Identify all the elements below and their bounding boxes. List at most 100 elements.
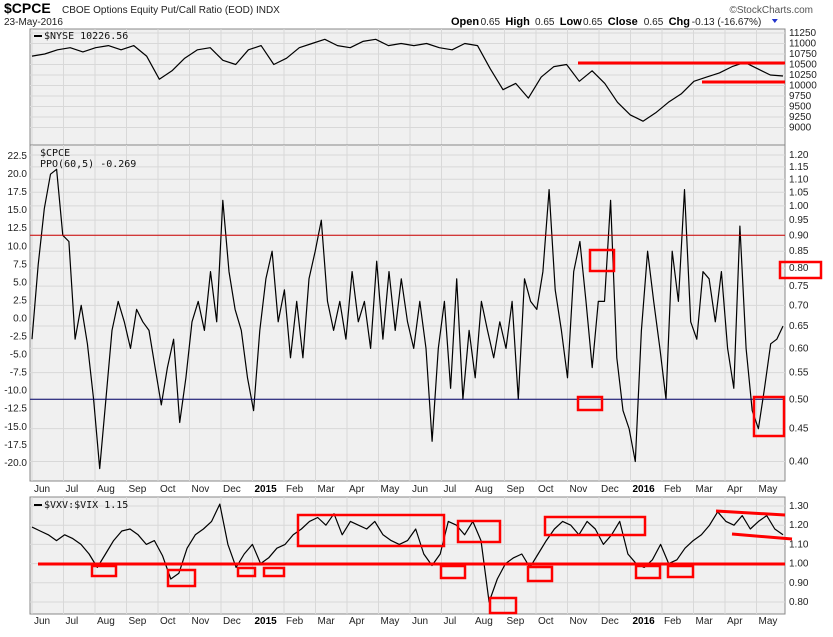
ohlc-label: High — [505, 16, 530, 28]
chart-date: 23-May-2016 — [4, 17, 63, 28]
vxv-vix-y-tick-label: 0.90 — [789, 578, 809, 589]
nyse-y-tick-label: 9500 — [789, 102, 812, 113]
x-tick-label: Apr — [727, 484, 743, 495]
x-tick-label: Jun — [34, 484, 50, 495]
x-tick-label: May — [381, 484, 400, 495]
ppo-y-tick-label: 10.0 — [8, 241, 28, 252]
vxv-vix-y-tick-label: 1.00 — [789, 559, 809, 570]
x-tick-label: Dec — [601, 616, 619, 627]
x-tick-label: Dec — [223, 484, 241, 495]
ppo-y-tick-label: -5.0 — [10, 350, 28, 361]
ppo-y-tick-label: 15.0 — [8, 205, 28, 216]
nyse-y-tick-label: 11250 — [789, 28, 817, 39]
ohlc-readout: Open 0.65 High 0.65 Low 0.65 Close 0.65 Chg -0.13… — [451, 16, 778, 28]
x-tick-label: Dec — [601, 484, 619, 495]
annotation-box — [236, 566, 257, 578]
cpce-y-tick-label: 1.10 — [789, 174, 809, 185]
x-tick-label: Apr — [727, 616, 743, 627]
ohlc-label: Low — [560, 16, 582, 28]
annotation-line — [731, 532, 793, 541]
x-tick-label: Jul — [66, 484, 79, 495]
cpce-y-tick-label: 1.00 — [789, 201, 809, 212]
x-tick-label: Aug — [97, 484, 115, 495]
x-tick-label: Sep — [129, 616, 147, 627]
x-tick-label: Aug — [97, 616, 115, 627]
vxv-vix-y-tick-label: 1.20 — [789, 520, 809, 531]
nyse-y-tick-label: 10000 — [789, 81, 817, 92]
nyse-y-tick-label: 10250 — [789, 70, 817, 81]
nyse-y-tick-label: 11000 — [789, 39, 817, 50]
cpce-y-tick-label: 1.05 — [789, 187, 809, 198]
vxv-vix-y-tick-label: 0.80 — [789, 597, 809, 608]
annotation-box — [296, 513, 446, 548]
ppo-y-tick-label: 7.5 — [13, 259, 27, 270]
ppo-y-tick-label: -17.5 — [4, 440, 27, 451]
ohlc-value: 0.65 — [535, 17, 555, 28]
cpce-legend: $CPCE — [40, 148, 70, 159]
x-tick-label: Jul — [444, 484, 457, 495]
chart-symbol: $CPCE — [4, 0, 51, 16]
ppo-y-tick-label: -15.0 — [4, 422, 27, 433]
cpce-y-tick-label: 0.55 — [789, 368, 809, 379]
x-tick-label: Apr — [349, 616, 365, 627]
x-tick-label: Jun — [412, 616, 428, 627]
annotation-box — [439, 564, 467, 580]
x-tick-label: Feb — [664, 484, 682, 495]
x-tick-label: Feb — [664, 616, 682, 627]
x-tick-label: Sep — [129, 484, 147, 495]
x-tick-label: Aug — [475, 616, 493, 627]
x-tick-label: Mar — [696, 616, 714, 627]
nyse-y-tick-label: 10500 — [789, 60, 817, 71]
annotation-line — [715, 509, 786, 517]
annotation-box — [166, 568, 197, 588]
annotation-box — [634, 564, 662, 580]
x-tick-label: Feb — [286, 616, 304, 627]
nyse-y-tick-label: 9750 — [789, 91, 812, 102]
x-tick-label: Feb — [286, 484, 304, 495]
vxv-vix-series-line — [31, 503, 784, 603]
cpce-y-tick-label: 0.50 — [789, 394, 809, 405]
ppo-y-tick-label: 17.5 — [8, 187, 28, 198]
x-tick-label: Nov — [570, 484, 588, 495]
annotation-box — [526, 565, 554, 583]
ppo-y-tick-label: 22.5 — [8, 151, 28, 162]
annotation-box — [576, 395, 604, 412]
x-tick-label: Jun — [412, 484, 428, 495]
x-tick-label: Nov — [570, 616, 588, 627]
x-tick-label: Jun — [34, 616, 50, 627]
cpce-y-tick-label: 0.85 — [789, 246, 809, 257]
vxv-vix-y-tick-label: 1.10 — [789, 539, 809, 550]
ohlc-value: -0.13 (-16.67%) — [692, 17, 761, 28]
ppo-legend: PPO(60,5) -0.269 — [40, 159, 136, 170]
x-tick-label: 2015 — [255, 616, 278, 627]
cpce-y-tick-label: 1.15 — [789, 162, 809, 173]
nyse-y-tick-label: 9250 — [789, 112, 812, 123]
cpce-y-tick-label: 0.45 — [789, 424, 809, 435]
nyse-panel — [29, 28, 786, 146]
x-tick-label: Oct — [160, 484, 176, 495]
x-tick-label: Jul — [66, 616, 79, 627]
cpce-y-tick-label: 0.65 — [789, 321, 809, 332]
ohlc-label: Open — [451, 16, 479, 28]
annotation-box — [588, 248, 616, 273]
vxv-vix-y-tick-label: 1.30 — [789, 501, 809, 512]
x-tick-label: Oct — [538, 484, 554, 495]
ppo-y-tick-label: 2.5 — [13, 295, 27, 306]
cpce-y-tick-label: 0.90 — [789, 230, 809, 241]
x-tick-label: Apr — [349, 484, 365, 495]
annotation-box — [752, 395, 786, 438]
ppo-y-tick-label: -20.0 — [4, 458, 27, 469]
x-tick-label: Mar — [318, 616, 336, 627]
cpce-y-tick-label: 1.20 — [789, 150, 809, 161]
vxv-vix-panel — [29, 496, 786, 615]
x-tick-label: May — [759, 484, 778, 495]
watermark: ©StockCharts.com — [729, 5, 813, 16]
x-tick-label: Nov — [192, 484, 210, 495]
cpce-y-tick-label: 0.75 — [789, 281, 809, 292]
nyse-legend: $NYSE 10226.56 — [44, 31, 128, 42]
cpce-y-tick-label: 0.80 — [789, 263, 809, 274]
ohlc-value: 0.65 — [583, 17, 603, 28]
x-tick-label: Oct — [538, 616, 554, 627]
cpce-y-tick-label: 0.95 — [789, 215, 809, 226]
x-tick-label: May — [381, 616, 400, 627]
